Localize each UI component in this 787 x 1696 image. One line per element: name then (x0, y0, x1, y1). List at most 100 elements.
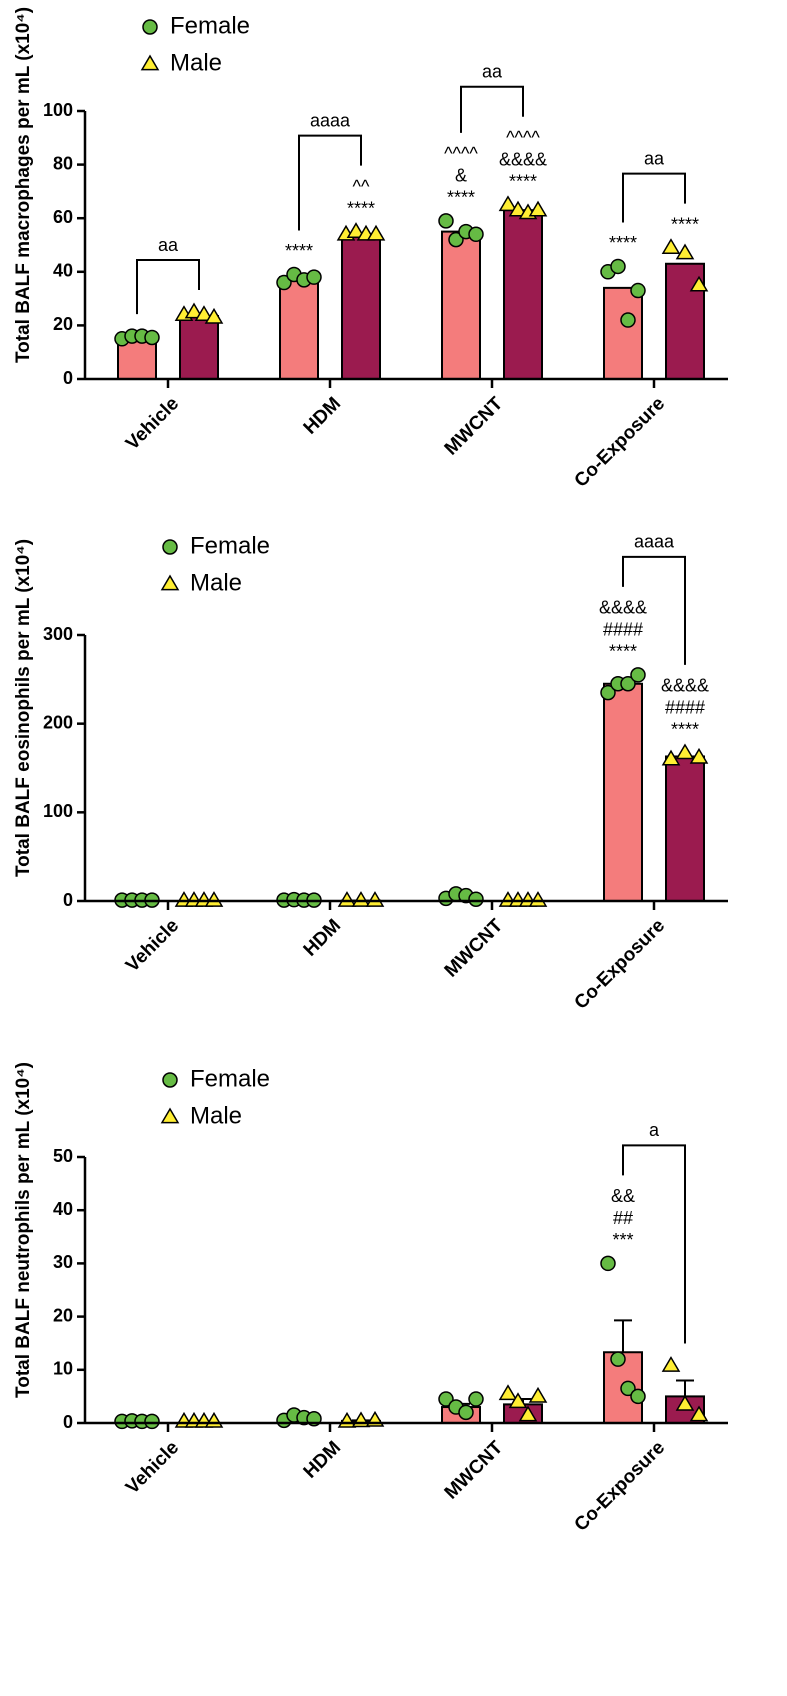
significance-label: **** (509, 172, 537, 192)
bracket (622, 172, 686, 223)
y-tick-label: 60 (53, 207, 73, 227)
point (276, 274, 292, 291)
legend-marker (162, 1072, 178, 1088)
bar (603, 682, 643, 902)
legend-label: Female (190, 1065, 270, 1092)
point (675, 243, 695, 260)
point (661, 1356, 681, 1372)
significance-label: #### (665, 698, 705, 718)
y-tick-label: 20 (53, 314, 73, 334)
y-axis-label: Total BALF macrophages per mL (x10⁴) (13, 7, 34, 363)
x-tick-label: HDM (300, 393, 345, 438)
point (438, 213, 454, 229)
y-axis-label: Total BALF eosinophils per mL (x10⁴) (13, 539, 34, 877)
point (689, 275, 709, 292)
chart-panel: Total BALF macrophages per mL (x10⁴) 0 20 4… (13, 7, 728, 492)
point (508, 200, 528, 217)
significance-label: &&&& (499, 150, 547, 170)
point (438, 1391, 454, 1407)
point (528, 200, 548, 217)
point (204, 891, 224, 907)
bar (341, 233, 381, 380)
point (468, 891, 484, 907)
legend-marker (142, 19, 158, 35)
y-tick-label: 100 (43, 100, 73, 120)
y-tick-label: 30 (53, 1252, 73, 1272)
significance-label: **** (347, 198, 375, 218)
point (600, 1255, 616, 1272)
point (630, 282, 646, 299)
point (528, 1386, 548, 1403)
legend-marker (160, 1107, 180, 1124)
point (675, 743, 695, 760)
significance-label: & (455, 166, 467, 186)
significance-label: ## (613, 1208, 633, 1228)
significance-label: ^^ (353, 176, 370, 196)
y-tick-label: 40 (53, 261, 73, 281)
x-tick-label: Co-Exposure (571, 1437, 669, 1535)
y-tick-label: 20 (53, 1305, 73, 1325)
significance-label: **** (609, 233, 637, 253)
x-tick-label: Vehicle (122, 393, 183, 454)
significance-label: **** (609, 642, 637, 662)
point (306, 269, 322, 285)
significance-label: *** (612, 1230, 633, 1250)
x-tick-label: HDM (300, 915, 345, 960)
y-tick-label: 80 (53, 153, 73, 173)
legend-label: Male (170, 49, 222, 76)
legend-label: Female (190, 532, 270, 559)
significance-label: &&&& (599, 598, 647, 618)
significance-label: && (611, 1186, 635, 1206)
point (468, 1391, 484, 1407)
x-tick-label: MWCNT (441, 915, 508, 982)
bracket (622, 555, 686, 665)
y-tick-label: 200 (43, 712, 73, 732)
y-tick-label: 100 (43, 801, 73, 821)
point (498, 195, 518, 212)
point (600, 684, 616, 701)
bar (665, 755, 705, 902)
x-tick-label: MWCNT (441, 393, 508, 460)
point (458, 1404, 474, 1421)
x-tick-label: Co-Exposure (571, 915, 669, 1013)
significance-label: **** (671, 720, 699, 740)
point (498, 1384, 518, 1401)
bracket (136, 259, 200, 315)
x-tick-label: Co-Exposure (571, 393, 669, 491)
bracket-label: aaaa (634, 532, 675, 552)
point (184, 302, 204, 319)
point (351, 891, 371, 907)
bracket-label: aaaa (310, 110, 351, 130)
y-tick-label: 50 (53, 1146, 73, 1166)
point (661, 238, 681, 255)
bracket-label: aa (644, 148, 665, 168)
bracket (622, 1144, 686, 1344)
point (528, 891, 548, 907)
point (366, 224, 386, 241)
point (620, 1380, 636, 1397)
significance-label: **** (671, 214, 699, 234)
legend-label: Male (190, 569, 242, 596)
point (620, 312, 636, 328)
point (346, 222, 366, 238)
bracket (298, 134, 362, 231)
x-tick-label: Vehicle (122, 1437, 183, 1498)
point (689, 747, 709, 764)
point (518, 1405, 538, 1422)
bar (179, 315, 219, 380)
legend-marker (140, 54, 160, 71)
point (675, 1394, 695, 1411)
y-tick-label: 0 (63, 368, 73, 388)
chart-panel: Total BALF eosinophils per mL (x10⁴) 0 100… (13, 532, 728, 1014)
point (448, 231, 464, 248)
x-tick-label: HDM (300, 1437, 345, 1482)
bar (441, 230, 481, 380)
y-tick-label: 0 (63, 890, 73, 910)
significance-label: &&&& (661, 676, 709, 696)
bracket-label: a (649, 1120, 660, 1140)
chart-panel: Total BALF neutrophils per mL (x10⁴) 0 10 2… (13, 1062, 728, 1536)
y-tick-label: 300 (43, 624, 73, 644)
legend-marker (162, 539, 178, 555)
legend-marker (160, 574, 180, 591)
